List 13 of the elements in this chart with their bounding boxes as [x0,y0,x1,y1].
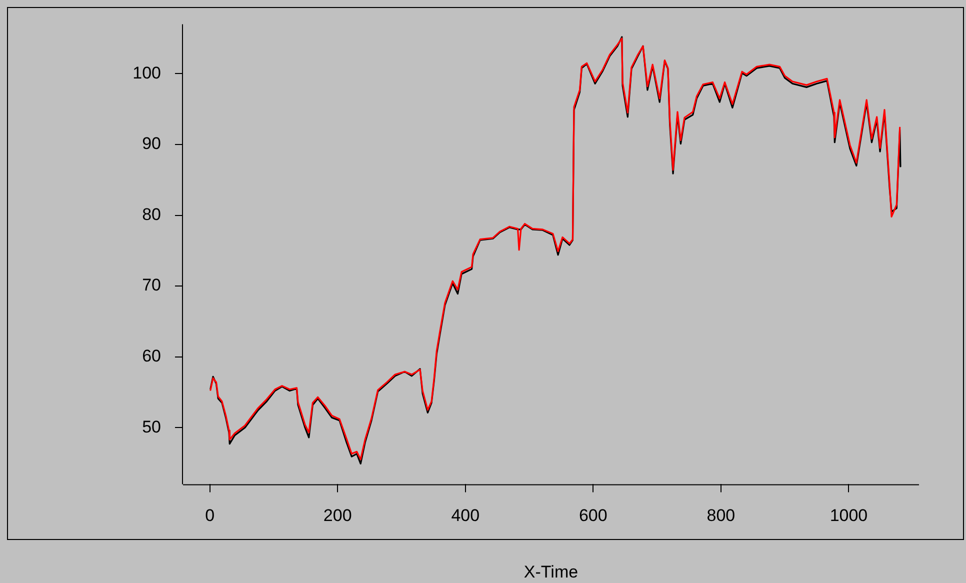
y-tick-label: 80 [142,204,161,224]
y-tick-label: 50 [142,417,161,436]
y-tick-label: 60 [142,346,161,366]
y-tick-label: 90 [142,134,161,154]
x-axis-title: X-Time [524,562,578,582]
x-tick-label: 800 [706,506,736,526]
y-tick-label: 70 [142,276,161,295]
x-tick-label: 600 [578,506,608,526]
x-tick-label: 200 [323,506,352,526]
x-tick-label: 1000 [830,506,868,526]
y-tick-label: 100 [132,63,161,82]
x-tick-label: 400 [451,506,480,526]
x-tick-label: 0 [205,506,215,526]
